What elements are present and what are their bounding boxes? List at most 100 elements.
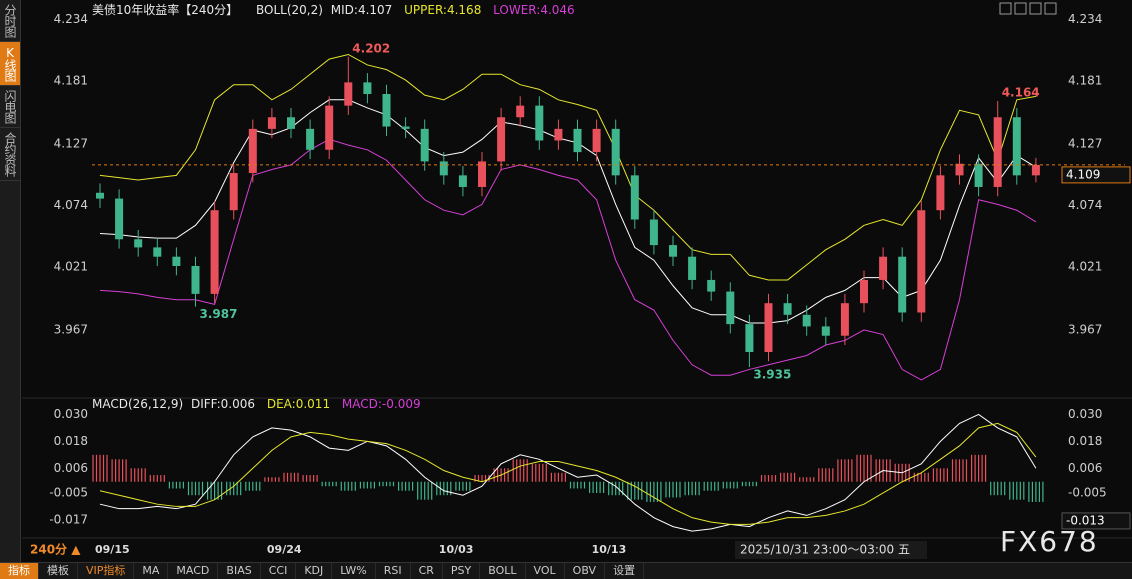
button[interactable] — [1029, 2, 1042, 15]
boll-upper: UPPER:4.168 — [404, 3, 481, 17]
sidebar-tab[interactable]: 闪电图 — [0, 86, 20, 128]
candle-body — [783, 303, 792, 315]
x-tick-label: 09/24 — [267, 543, 302, 556]
dea-line — [99, 422, 1037, 525]
candle-body — [172, 256, 181, 266]
sidebar-tab[interactable]: K线图 — [0, 42, 20, 86]
candle-body — [745, 324, 754, 352]
macd-value-label: MACD:-0.009 — [342, 397, 421, 411]
diff-line — [99, 413, 1037, 532]
macd-label: MACD(26,12,9) — [92, 397, 183, 411]
candle-body — [306, 128, 315, 150]
candle-body — [267, 117, 276, 129]
boll-label: BOLL(20,2) — [256, 3, 323, 17]
x-tick-label: 10/13 — [592, 543, 627, 556]
toolbar-item[interactable]: BIAS — [218, 563, 261, 579]
candle-body — [229, 173, 238, 211]
price-annotation: 3.987 — [200, 307, 238, 321]
candle-body — [134, 239, 143, 248]
x-tick-label: 10/03 — [439, 543, 474, 556]
candle-body — [248, 128, 257, 174]
toolbar-item[interactable]: VIP指标 — [78, 563, 135, 579]
toolbar-item[interactable]: LW% — [332, 563, 376, 579]
price-annotation: 3.935 — [753, 368, 791, 382]
macd-tick-label-right: 0.006 — [1068, 461, 1102, 475]
button[interactable] — [1014, 2, 1027, 15]
candle-body — [325, 105, 334, 150]
candle-body — [630, 175, 639, 220]
diff-label: DIFF:0.006 — [191, 397, 255, 411]
price-annotation: 4.164 — [1002, 85, 1040, 99]
candle-body — [1012, 117, 1021, 176]
crosshair-time: 2025/10/31 23:00～03:00 五 — [740, 543, 910, 557]
candle-body — [458, 175, 467, 187]
toolbar-item[interactable]: BOLL — [480, 563, 526, 579]
window-buttons[interactable] — [999, 2, 1057, 15]
button[interactable] — [999, 2, 1012, 15]
toolbar-item[interactable]: 指标 — [0, 563, 39, 579]
y-tick-label: 3.967 — [54, 322, 88, 336]
macd-header: MACD(26,12,9) DIFF:0.006 DEA:0.011 MACD:… — [92, 397, 421, 411]
sidebar-tab[interactable]: 合约资料 — [0, 128, 20, 181]
candle-body — [115, 198, 124, 240]
macd-tick-label: -0.005 — [49, 485, 88, 499]
toolbar-item[interactable]: MACD — [168, 563, 219, 579]
candle-body — [96, 192, 104, 199]
toolbar-item[interactable]: RSI — [376, 563, 411, 579]
candle-body — [707, 279, 716, 292]
current-price: 4.109 — [1066, 167, 1100, 181]
candle-body — [764, 303, 773, 352]
candle-body — [592, 128, 601, 153]
toolbar-item[interactable]: CR — [411, 563, 443, 579]
toolbar-item[interactable]: MA — [134, 563, 169, 579]
candle-body — [439, 161, 448, 176]
toolbar-item[interactable]: CCI — [261, 563, 297, 579]
y-tick-label: 4.234 — [54, 12, 88, 26]
candle-body — [898, 256, 907, 313]
candle-body — [860, 279, 868, 304]
macd-tick-label-right: 0.018 — [1068, 434, 1102, 448]
macd-current: -0.013 — [1066, 513, 1105, 527]
candle-body — [955, 163, 964, 176]
candle-body — [802, 314, 811, 327]
y-tick-label-right: 4.181 — [1068, 74, 1102, 88]
candle-body — [191, 266, 200, 294]
candle-body — [649, 219, 658, 246]
candle-body — [153, 247, 162, 257]
candle-body — [1031, 164, 1040, 176]
sidebar-tab[interactable]: 分时图 — [0, 0, 20, 42]
watermark: FX678 — [1000, 525, 1099, 558]
toolbar-item[interactable]: VOL — [526, 563, 565, 579]
boll-line — [99, 53, 1036, 281]
y-tick-label: 4.021 — [54, 260, 88, 274]
y-tick-label-right: 3.967 — [1068, 322, 1102, 336]
candle-body — [420, 128, 429, 162]
y-tick-label-right: 4.127 — [1068, 136, 1102, 150]
toolbar-item[interactable]: KDJ — [296, 563, 333, 579]
candle-body — [401, 126, 410, 129]
candle-body — [554, 128, 563, 141]
toolbar-item[interactable]: OBV — [565, 563, 606, 579]
candle-body — [535, 105, 544, 141]
macd-current-box — [1061, 512, 1131, 530]
candle-body — [344, 82, 353, 106]
candle-body — [611, 128, 620, 176]
boll-lower: LOWER:4.046 — [493, 3, 575, 17]
y-tick-label-right: 4.234 — [1068, 12, 1102, 26]
macd-tick-label: 0.006 — [54, 461, 88, 475]
candle-body — [478, 161, 486, 187]
toolbar-item[interactable]: 设置 — [605, 563, 645, 579]
toolbar-item[interactable]: PSY — [443, 563, 481, 579]
candle-body — [879, 256, 888, 280]
macd-tick-label: 0.018 — [54, 434, 88, 448]
button[interactable] — [1044, 2, 1057, 15]
candle-body — [726, 291, 735, 325]
candle-body — [210, 210, 219, 294]
y-tick-label-right: 4.021 — [1068, 260, 1102, 274]
candle-body — [936, 175, 945, 211]
period-label[interactable]: 240分 ▲ — [30, 542, 81, 557]
candle-body — [917, 210, 926, 313]
y-tick-label: 4.181 — [54, 74, 88, 88]
toolbar-item[interactable]: 模板 — [39, 563, 78, 579]
crosshair-box — [735, 541, 927, 559]
